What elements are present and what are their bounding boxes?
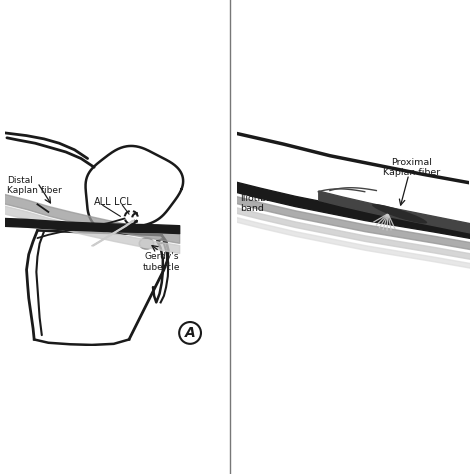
Text: Gerdy's
tubercle: Gerdy's tubercle [143,252,181,272]
Ellipse shape [139,238,154,249]
Text: Distal
Kaplan fiber: Distal Kaplan fiber [7,176,62,195]
Ellipse shape [372,204,427,224]
Text: Proximal
Kaplan fiber: Proximal Kaplan fiber [383,158,440,177]
Text: Iliotibial
band: Iliotibial band [240,193,278,213]
Text: A: A [185,327,195,340]
Text: ALL: ALL [94,197,112,207]
Text: LCL: LCL [114,197,131,207]
